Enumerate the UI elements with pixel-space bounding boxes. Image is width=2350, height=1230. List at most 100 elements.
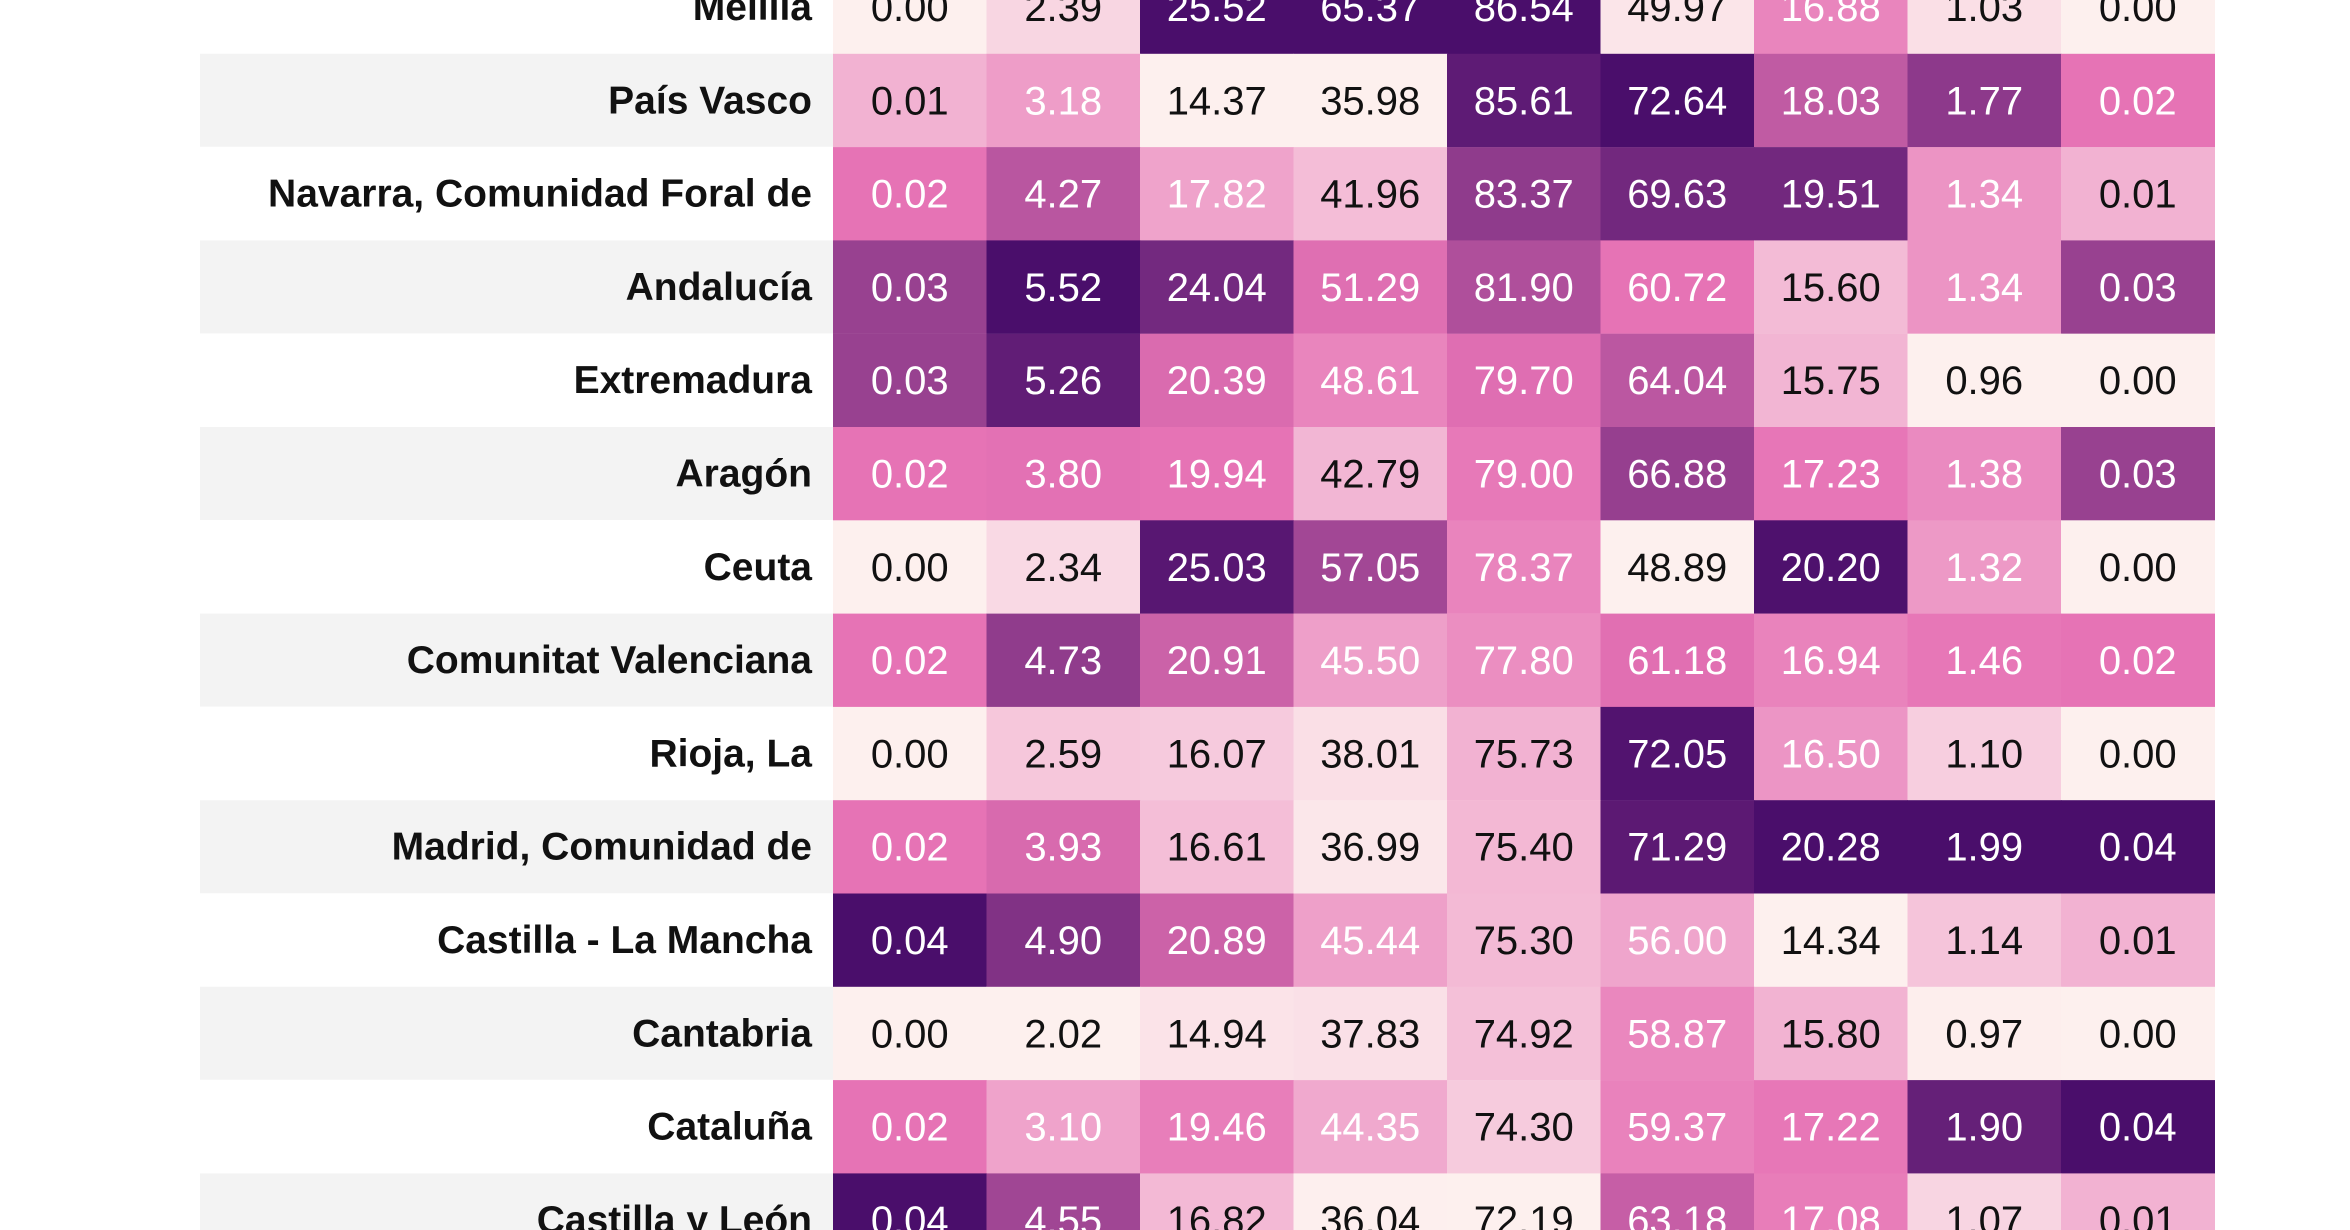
heatmap-cell [2061, 0, 2215, 54]
cell-value-label: 17.08 [1781, 1199, 1881, 1230]
cell-value-label: 0.00 [2099, 546, 2177, 590]
heatmap-cell [986, 240, 1141, 334]
cell-value-label: 17.82 [1167, 173, 1267, 217]
cell-value-label: 0.04 [871, 1199, 949, 1230]
heatmap-cell [833, 1173, 987, 1230]
cell-value-label: 63.18 [1627, 1199, 1727, 1230]
heatmap-cell [1293, 53, 1448, 148]
cell-value-label: 1.90 [1945, 1106, 2023, 1150]
cell-value-label: 85.61 [1474, 79, 1574, 123]
heatmap-cell [2061, 427, 2215, 521]
cell-value-label: 20.89 [1167, 919, 1267, 963]
cell-value-label: 1.34 [1945, 266, 2023, 310]
heatmap-cell [1907, 240, 2062, 334]
heatmap-cell [1293, 613, 1448, 708]
cell-value-label: 20.91 [1167, 639, 1267, 683]
cell-value-label: 20.39 [1167, 359, 1267, 403]
cell-value-label: 60.72 [1627, 266, 1727, 310]
heatmap-cell [1600, 1080, 1755, 1174]
cell-value-label: 36.99 [1320, 826, 1420, 870]
heatmap-cell [833, 427, 987, 521]
row-bands [200, 53, 833, 1230]
heatmap-cell [2061, 53, 2215, 148]
cell-value-label: 19.51 [1781, 173, 1881, 217]
row-band [200, 1173, 833, 1230]
cell-value-label: 16.94 [1781, 639, 1881, 683]
cell-value-label: 75.40 [1474, 826, 1574, 870]
cell-value-label: 16.50 [1781, 732, 1881, 776]
heatmap-cell [1293, 893, 1448, 987]
heatmap-cell [833, 613, 987, 708]
cell-value-label: 0.02 [871, 453, 949, 497]
heatmap-cell [1293, 986, 1448, 1081]
cell-value-label: 57.05 [1320, 546, 1420, 590]
heatmap-cell [1140, 893, 1294, 987]
heatmap-cell [1140, 1173, 1294, 1230]
heatmap-cell [1447, 520, 1601, 614]
heatmap-cell [986, 520, 1141, 614]
heatmap-cell [1600, 986, 1755, 1081]
heatmap-cell [1754, 0, 1908, 54]
heatmap-cell [1447, 1080, 1601, 1174]
heatmap-cell [1754, 240, 1908, 334]
heatmap-cell [1754, 333, 1908, 428]
row-label: Melilla [693, 0, 813, 29]
cell-value-label: 0.02 [871, 639, 949, 683]
heatmap-cell [986, 427, 1141, 521]
cell-value-label: 0.02 [2099, 639, 2177, 683]
cell-value-label: 58.87 [1627, 1012, 1727, 1056]
cell-value-label: 48.89 [1627, 546, 1727, 590]
cell-value-label: 74.92 [1474, 1012, 1574, 1056]
cell-value-label: 0.96 [1945, 359, 2023, 403]
heatmap-cell [833, 706, 987, 801]
cell-value-label: 16.88 [1781, 0, 1881, 30]
cell-value-label: 79.00 [1474, 453, 1574, 497]
cell-value-label: 75.73 [1474, 732, 1574, 776]
heatmap-cell [1754, 613, 1908, 708]
heatmap-cell [1447, 613, 1601, 708]
cell-value-label: 0.00 [871, 1012, 949, 1056]
heatmap-cell [986, 800, 1141, 894]
heatmap-cell [2061, 1080, 2215, 1174]
heatmap-cell [1447, 333, 1601, 428]
row-label: Andalucía [626, 266, 813, 309]
cell-value-label: 0.01 [871, 79, 949, 123]
heatmap-cell [833, 53, 987, 148]
cell-value-label: 38.01 [1320, 732, 1420, 776]
cell-value-label: 0.02 [871, 1106, 949, 1150]
heatmap-cell [1600, 53, 1755, 148]
heatmap-cell [1140, 427, 1294, 521]
cell-value-label: 20.20 [1781, 546, 1881, 590]
row-labels: Melilla País Vasco Navarra, Comunidad Fora… [268, 0, 812, 1230]
heatmap-cell [1140, 986, 1294, 1081]
cell-value-label: 75.30 [1474, 919, 1574, 963]
cell-value-label: 15.75 [1781, 359, 1881, 403]
cell-value-label: 0.03 [2099, 453, 2177, 497]
row-label: Rioja, La [649, 732, 812, 775]
heatmap-cell [1140, 613, 1294, 708]
cell-value-label: 1.32 [1945, 546, 2023, 590]
heatmap-cell [1140, 520, 1294, 614]
cell-value-label: 1.07 [1945, 1199, 2023, 1230]
heatmap-cell [833, 800, 987, 894]
heatmap-cell [1754, 893, 1908, 987]
heatmap-cell [1907, 333, 2062, 428]
heatmap-cell [1447, 706, 1601, 801]
cell-value-label: 0.00 [871, 0, 949, 30]
heatmap-cell [986, 1080, 1141, 1174]
cell-value-label: 15.80 [1781, 1012, 1881, 1056]
cell-value-label: 17.22 [1781, 1106, 1881, 1150]
heatmap-cell [1447, 427, 1601, 521]
heatmap-cell [1754, 1080, 1908, 1174]
heatmap-cell [1600, 520, 1755, 614]
cell-value-label: 45.44 [1320, 919, 1420, 963]
cell-value-label: 1.99 [1945, 826, 2023, 870]
cell-value-label: 65.37 [1320, 0, 1420, 30]
heatmap-cell [1447, 1173, 1601, 1230]
heatmap-cell [1140, 333, 1294, 428]
cell-value-label: 4.27 [1024, 173, 1102, 217]
heatmap-cell [1907, 706, 2062, 801]
heatmap-cell [1140, 240, 1294, 334]
heatmap-cell [1754, 520, 1908, 614]
heatmap-cell [833, 0, 987, 54]
